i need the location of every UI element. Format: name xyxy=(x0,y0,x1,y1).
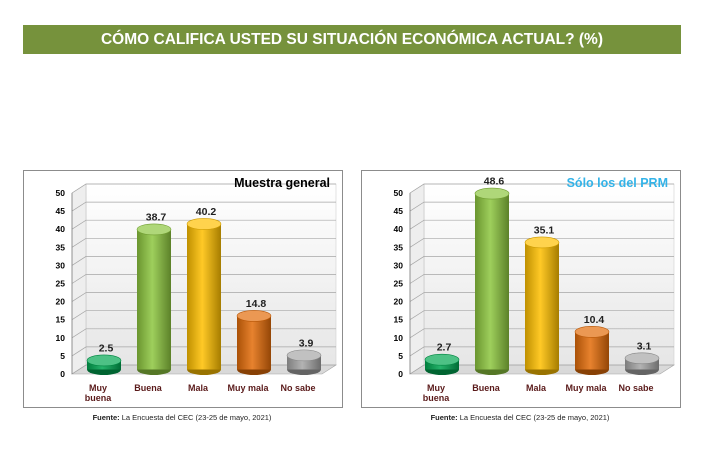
bar-top xyxy=(86,354,122,367)
bar-top xyxy=(286,349,322,362)
bar xyxy=(574,326,610,375)
bar-top xyxy=(624,352,660,365)
y-tick-label: 15 xyxy=(394,315,404,325)
y-tick-label: 45 xyxy=(56,206,66,216)
source-label: Fuente: xyxy=(430,413,458,422)
y-tick-label: 50 xyxy=(394,188,404,198)
data-label: 48.6 xyxy=(484,176,505,188)
gridline xyxy=(409,310,674,320)
x-tick-label: No sabe xyxy=(618,383,653,393)
y-tick-label: 45 xyxy=(394,206,404,216)
source-label: Fuente: xyxy=(92,413,120,422)
bar-top xyxy=(236,310,272,322)
gridline xyxy=(409,292,674,302)
x-tick-label: No sabe xyxy=(280,383,315,393)
x-tick-label: Mala xyxy=(188,383,209,393)
data-label: 35.1 xyxy=(534,224,555,236)
bar-body xyxy=(525,242,559,370)
x-tick-label: buena xyxy=(85,393,112,403)
gridline xyxy=(71,201,336,212)
data-label: 2.5 xyxy=(99,342,114,354)
bar-top xyxy=(524,236,560,249)
x-tick-label: Muy xyxy=(89,383,107,393)
data-label: 14.8 xyxy=(246,298,267,310)
bar-top xyxy=(186,218,222,230)
y-tick-label: 5 xyxy=(398,351,403,361)
gridline xyxy=(409,201,674,212)
gridline xyxy=(71,274,336,284)
y-tick-label: 30 xyxy=(394,260,404,270)
source-text: La Encuesta del CEC (23-25 de mayo, 2021… xyxy=(121,413,272,422)
y-tick-label: 20 xyxy=(394,297,404,307)
gridline xyxy=(409,183,674,194)
source-note-general: Fuente: La Encuesta del CEC (23-25 de ma… xyxy=(23,413,341,422)
data-label: 2.7 xyxy=(437,342,452,354)
bar xyxy=(286,349,322,375)
chart-panel-prm: 0 5 10 15 20 25 30 35 40 45 50 Sólo los del PRM 2.7 M… xyxy=(361,170,681,408)
source-note-prm: Fuente: La Encuesta del CEC (23-25 de ma… xyxy=(361,413,679,422)
chart-general: 0 5 10 15 20 25 30 35 40 45 50 Muestra general 2.5 Mu… xyxy=(56,176,338,403)
y-tick-label: 40 xyxy=(56,224,66,234)
x-tick-label: Muy mala xyxy=(565,383,607,393)
x-tick-label: Mala xyxy=(526,383,547,393)
gridline xyxy=(409,256,674,266)
x-tick-label: buena xyxy=(423,393,450,403)
y-tick-label: 25 xyxy=(394,279,404,289)
bar-body xyxy=(475,193,509,370)
gridline xyxy=(71,183,336,194)
bar xyxy=(424,353,460,375)
y-tick-label: 35 xyxy=(394,242,404,252)
gridline xyxy=(71,237,336,248)
y-tick-label: 50 xyxy=(56,188,66,198)
data-label: 3.9 xyxy=(299,337,314,349)
bar-top xyxy=(136,223,172,236)
chart-title: Muestra general xyxy=(234,176,330,190)
y-tick-label: 10 xyxy=(56,333,66,343)
y-tick-label: 0 xyxy=(398,369,403,379)
bar-body xyxy=(137,229,171,370)
y-tick-label: 35 xyxy=(56,242,66,252)
gridline xyxy=(71,292,336,302)
data-label: 3.1 xyxy=(637,340,652,352)
bar xyxy=(86,354,122,375)
bar xyxy=(524,236,560,375)
source-text: La Encuesta del CEC (23-25 de mayo, 2021… xyxy=(459,413,610,422)
gridline xyxy=(409,237,674,248)
chart-title: Sólo los del PRM xyxy=(567,176,668,190)
x-tick-label: Buena xyxy=(134,383,163,393)
gridline xyxy=(409,219,674,230)
bar xyxy=(474,187,510,375)
bar-body xyxy=(237,315,271,370)
y-tick-label: 20 xyxy=(56,297,66,307)
chart-panel-general: 0 5 10 15 20 25 30 35 40 45 50 Muestra general 2.5 Mu… xyxy=(23,170,343,408)
bar xyxy=(236,310,272,375)
bar-top xyxy=(424,353,460,366)
x-tick-label: Muy xyxy=(427,383,445,393)
gridline xyxy=(71,219,336,230)
bar xyxy=(186,218,222,375)
data-label: 10.4 xyxy=(584,314,605,326)
bar-body xyxy=(575,331,609,370)
bar-body xyxy=(187,223,221,370)
bar xyxy=(624,352,660,375)
y-tick-label: 40 xyxy=(394,224,404,234)
bar-top xyxy=(474,187,510,200)
data-label: 38.7 xyxy=(146,211,167,223)
chart-prm: 0 5 10 15 20 25 30 35 40 45 50 Sólo los del PRM 2.7 M… xyxy=(394,176,676,403)
y-tick-label: 0 xyxy=(60,369,65,379)
bar xyxy=(136,223,172,375)
gridline xyxy=(409,274,674,284)
page-title: CÓMO CALIFICA USTED SU SITUACIÓN ECONÓMI… xyxy=(23,25,681,54)
x-tick-label: Muy mala xyxy=(227,383,269,393)
y-tick-label: 15 xyxy=(56,315,66,325)
y-tick-label: 25 xyxy=(56,279,66,289)
x-tick-label: Buena xyxy=(472,383,501,393)
y-tick-label: 30 xyxy=(56,260,66,270)
y-tick-label: 5 xyxy=(60,351,65,361)
data-label: 40.2 xyxy=(196,206,217,218)
y-tick-label: 10 xyxy=(394,333,404,343)
gridline xyxy=(71,256,336,266)
bar-top xyxy=(574,326,610,338)
